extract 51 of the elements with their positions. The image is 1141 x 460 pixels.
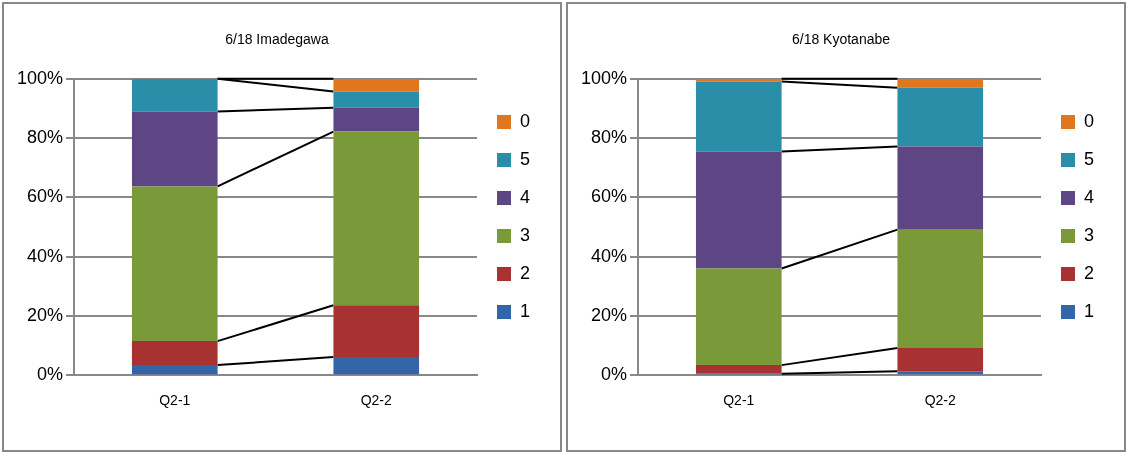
chart-title: 6/18 Kyotanabe: [791, 31, 891, 48]
legend-label: 1: [519, 300, 530, 321]
y-tick-label: 80%: [27, 127, 64, 148]
bar: [333, 357, 420, 375]
legend-label: 3: [1083, 224, 1094, 245]
bar: [333, 91, 420, 108]
bar: [333, 107, 420, 132]
y-tick-label: 40%: [591, 245, 628, 266]
x-tick-label: Q2-1: [159, 392, 191, 409]
y-tick-label: 40%: [27, 245, 64, 266]
bar: [695, 365, 782, 374]
y-tick-label: 80%: [591, 127, 628, 148]
legend-label: 5: [1083, 148, 1094, 169]
bar: [695, 268, 782, 366]
y-tick-label: 60%: [591, 186, 628, 207]
bar: [897, 371, 984, 375]
bar: [897, 347, 984, 372]
chart-title: 6/18 Imadegawa: [225, 31, 329, 48]
y-tick-label: 20%: [27, 304, 64, 325]
bar: [131, 365, 218, 375]
legend-label: 1: [1083, 300, 1094, 321]
y-tick-label: 0%: [601, 364, 628, 385]
legend-label: 2: [519, 262, 530, 283]
x-tick-label: Q2-1: [723, 392, 755, 409]
x-tick-label: Q2-2: [360, 392, 393, 409]
legend-label: 2: [1083, 262, 1094, 283]
legend-label: 0: [1083, 110, 1094, 131]
legend-label: 0: [519, 110, 530, 131]
bar: [897, 78, 984, 88]
bar: [131, 111, 218, 187]
bar: [131, 186, 218, 342]
bar: [897, 146, 984, 230]
bar: [333, 305, 420, 358]
y-tick-label: 100%: [580, 67, 628, 88]
y-tick-label: 60%: [27, 186, 64, 207]
bar: [131, 78, 218, 112]
legend-label: 5: [519, 148, 530, 169]
bar: [897, 87, 984, 147]
y-tick-label: 20%: [591, 304, 628, 325]
bar: [131, 341, 218, 366]
legend-label: 4: [519, 186, 530, 207]
legend-label: 3: [519, 224, 530, 245]
y-tick-label: 100%: [16, 67, 64, 88]
bar: [333, 78, 420, 92]
bar: [695, 81, 782, 152]
bar: [695, 151, 782, 269]
x-tick-label: Q2-2: [924, 392, 957, 409]
legend-label: 4: [1083, 186, 1094, 207]
bar: [333, 131, 420, 306]
bar: [897, 229, 984, 348]
y-tick-label: 0%: [37, 364, 64, 385]
